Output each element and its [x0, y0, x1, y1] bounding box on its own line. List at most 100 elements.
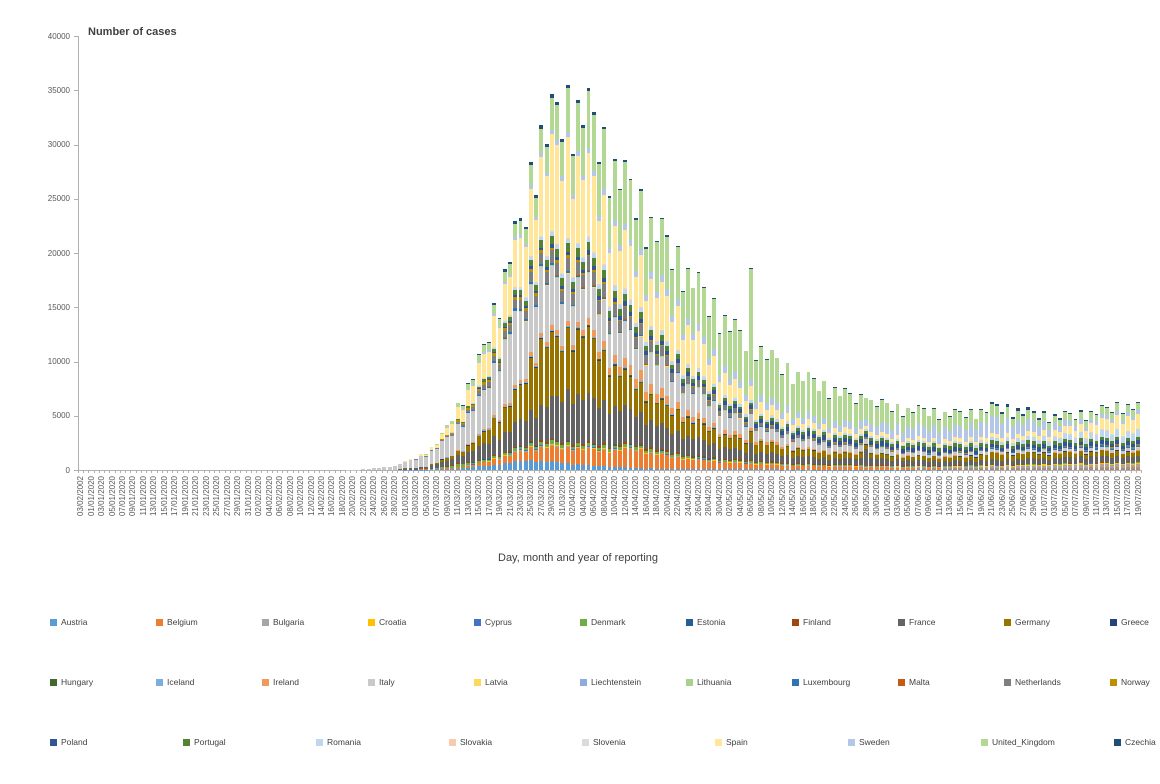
bar-segment-Finland — [623, 441, 628, 444]
bar-segment-Spain — [502, 283, 507, 321]
bar-segment-Spain — [659, 281, 664, 331]
bar-segment-Belgium — [769, 464, 774, 470]
legend-item-Lithuania: Lithuania — [686, 674, 732, 690]
bar-segment-Italy — [848, 445, 853, 453]
bar-segment-United_Kingdom — [785, 363, 790, 407]
bar-segment-Austria — [591, 465, 596, 470]
bar-segment-Denmark — [628, 444, 633, 448]
bar-segment-Belgium — [576, 448, 581, 465]
bar-segment-Romania — [906, 441, 910, 443]
x-tick-label: 09/03/2020 — [442, 476, 452, 517]
y-tick-mark — [74, 198, 78, 200]
bar-segment-Italy — [963, 454, 968, 458]
bar-segment-Netherlands — [576, 262, 581, 276]
x-tick-mark — [360, 470, 362, 473]
bar-segment-Bulgaria — [733, 462, 738, 463]
bar-segment-Germany — [822, 451, 827, 458]
bar-segment-Portugal — [858, 435, 863, 440]
bar-segment-Austria — [701, 469, 706, 470]
bar-segment-Czechia — [680, 291, 685, 293]
bar-segment-Belgium — [1057, 468, 1062, 470]
bar-segment-United_Kingdom — [628, 180, 633, 240]
bar-segment-Belgium — [539, 446, 544, 461]
bar-segment-France — [665, 427, 670, 451]
bar — [1036, 418, 1041, 470]
bar-segment-Austria — [497, 464, 502, 470]
bar-segment-Lithuania — [597, 314, 601, 315]
bar-segment-United_Kingdom — [963, 418, 968, 431]
bar-segment-United_Kingdom — [1047, 423, 1052, 430]
legend-item-Luxembourg: Luxembourg — [792, 674, 850, 690]
bar-segment-Portugal — [539, 240, 544, 248]
bar-segment-Poland — [869, 441, 874, 446]
legend-item-Liechtenstein: Liechtenstein — [580, 674, 641, 690]
legend-label: Greece — [1121, 617, 1149, 627]
bar-segment-Italy — [570, 307, 575, 346]
bar-segment-Austria — [1125, 468, 1130, 470]
bar-segment-Bulgaria — [832, 465, 837, 467]
x-tick-mark — [622, 470, 624, 473]
bar — [377, 467, 382, 470]
bar-segment-Sweden — [722, 365, 727, 373]
bar-segment-Spain — [576, 156, 581, 244]
bar-segment-Italy — [989, 448, 994, 452]
bar-segment-Sweden — [586, 147, 591, 154]
bar-segment-Poland — [968, 447, 973, 451]
bar-segment-Czechia — [508, 262, 512, 265]
x-tick-label: 20/05/2020 — [819, 476, 829, 517]
bar-segment-France — [864, 448, 869, 466]
bar-segment-Belgium — [885, 467, 889, 470]
bar-segment-Poland — [487, 379, 491, 381]
bar-segment-Belgium — [932, 467, 937, 470]
bar-segment-Netherlands — [895, 448, 900, 450]
bar-segment-Czechia — [968, 408, 973, 410]
bar-segment-Bulgaria — [958, 466, 963, 469]
bar-segment-Italy — [1057, 451, 1062, 454]
bar-segment-Denmark — [518, 446, 523, 450]
bar-segment-Norway — [607, 321, 612, 323]
bar-segment-Denmark — [885, 465, 889, 467]
bar-segment-Netherlands — [832, 442, 837, 445]
bar-segment-France — [769, 452, 774, 462]
bar-segment-Austria — [1052, 468, 1057, 470]
bar-segment-Spain — [586, 153, 591, 237]
bar-segment-Hungary — [654, 403, 659, 404]
bar-segment-Portugal — [1021, 443, 1026, 447]
bar-segment-Italy — [680, 393, 685, 417]
bar-segment-Spain — [534, 220, 539, 283]
bar-segment-Romania — [785, 421, 790, 424]
bar-segment-Finland — [570, 445, 575, 447]
x-tick-label: 21/06/2020 — [987, 476, 997, 517]
bar-segment-Lithuania — [570, 306, 575, 307]
bar-segment-Croatia — [1010, 465, 1015, 467]
bar-segment-United_Kingdom — [953, 410, 958, 426]
bar-segment-Finland — [581, 444, 586, 446]
bar-segment-Spain — [911, 440, 916, 444]
x-tick-mark — [146, 470, 148, 473]
bar-segment-Austria — [717, 469, 722, 470]
bar-segment-Portugal — [1073, 442, 1078, 446]
bar-segment-Sweden — [686, 318, 690, 325]
bar-segment-Czechia — [701, 287, 706, 289]
bar-segment-Germany — [581, 337, 586, 401]
bar-segment-Denmark — [864, 466, 869, 467]
bar-segment-Denmark — [544, 444, 549, 447]
bar-segment-Belgium — [1078, 467, 1083, 469]
bar — [497, 317, 502, 470]
bar — [717, 333, 722, 470]
bar-segment-Sweden — [707, 358, 711, 365]
bar-segment-Germany — [759, 442, 764, 452]
bar-segment-Czechia — [1068, 412, 1073, 414]
bar-segment-Croatia — [523, 450, 528, 452]
bar-segment-Italy — [806, 439, 811, 448]
bar-segment-United_Kingdom — [874, 406, 879, 428]
bar-segment-Austria — [1000, 469, 1005, 470]
x-tick-mark — [732, 470, 734, 473]
bar-segment-Portugal — [476, 386, 481, 389]
bar-segment-Poland — [1089, 442, 1094, 446]
bar-segment-Spain — [984, 438, 989, 442]
bar-segment-France — [460, 456, 465, 464]
bar-segment-Ireland — [555, 330, 560, 335]
x-tick-label: 04/02/2020 — [264, 476, 274, 517]
bar-segment-Ireland — [487, 427, 491, 430]
